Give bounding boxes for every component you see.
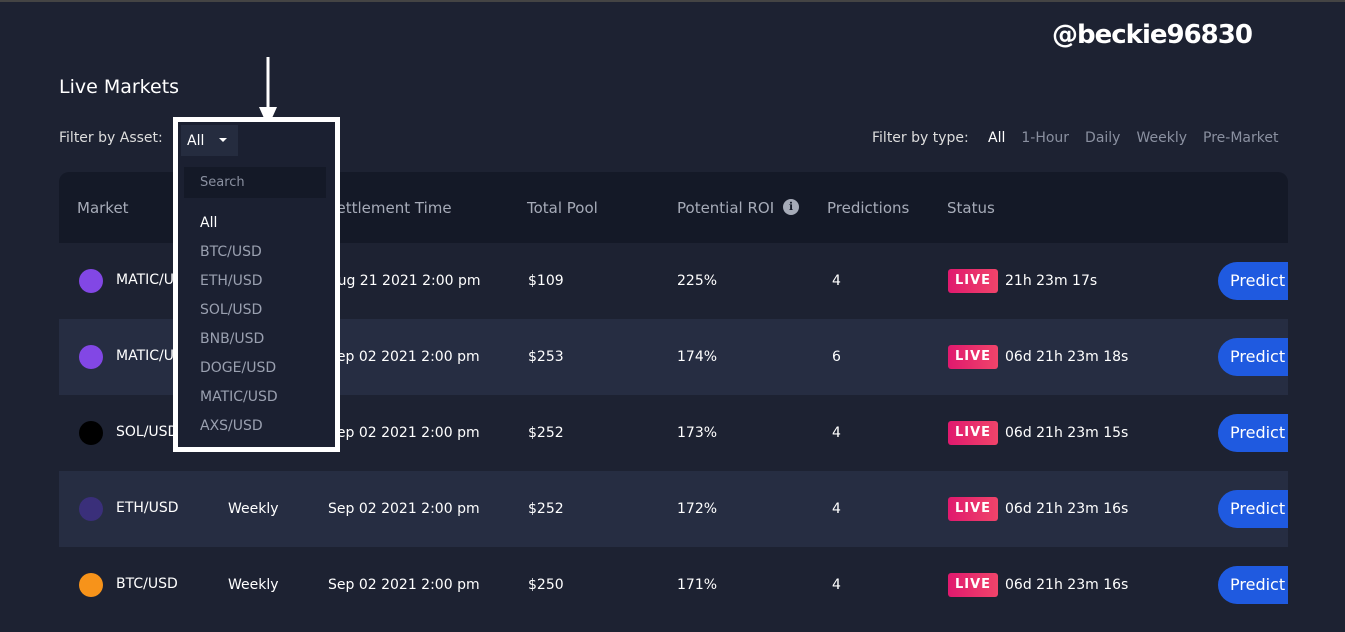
- total-pool: $252: [528, 501, 564, 517]
- settlement-time: Sep 02 2021 2:00 pm: [328, 501, 480, 517]
- asset-icon: [79, 497, 103, 521]
- column-header: Settlement Time: [327, 199, 452, 217]
- market-type: Weekly: [228, 577, 279, 593]
- predictions: 6: [832, 349, 841, 365]
- top-edge: [0, 0, 1345, 2]
- market-type: Weekly: [228, 501, 279, 517]
- caret: [219, 138, 227, 142]
- live-badge: LIVE: [948, 345, 998, 369]
- search-placeholder: Search: [200, 175, 245, 190]
- dropdown-option[interactable]: All: [200, 215, 218, 231]
- type-filter-label: Filter by type:: [872, 130, 969, 146]
- dropdown-option[interactable]: DOGE/USD: [200, 360, 277, 376]
- asset-icon: [79, 269, 103, 293]
- potential-roi: 225%: [677, 273, 718, 289]
- dropdown-toggle[interactable]: All: [181, 125, 238, 156]
- type-filter[interactable]: 1-Hour: [1021, 130, 1070, 146]
- countdown: 21h 23m 17s: [1005, 273, 1098, 289]
- type-filter[interactable]: All: [988, 130, 1006, 146]
- markets-table: Market Settlement Time Total Pool Potential…: [59, 172, 1288, 632]
- page-title: Live Markets: [59, 76, 180, 98]
- page: @beckie96830 Live Markets Filter by Asse…: [0, 0, 1345, 604]
- predict-button[interactable]: Predict: [1218, 338, 1288, 376]
- asset-filter-label: Filter by Asset:: [59, 130, 163, 146]
- column-header: Potential ROI: [677, 199, 775, 217]
- settlement-time: Sep 02 2021 2:00 pm: [328, 425, 480, 441]
- total-pool: $252: [528, 425, 564, 441]
- dropdown-option[interactable]: BNB/USD: [200, 331, 265, 347]
- dropdown-option[interactable]: MATIC/USD: [200, 389, 278, 405]
- dropdown-option[interactable]: BTC/USD: [200, 244, 262, 260]
- type-filter[interactable]: Pre-Market: [1203, 130, 1279, 146]
- asset-icon: [79, 421, 103, 445]
- live-badge: LIVE: [948, 269, 998, 293]
- predict-button[interactable]: Predict: [1218, 414, 1288, 452]
- predictions: 4: [832, 273, 841, 289]
- countdown: 06d 21h 23m 18s: [1005, 349, 1129, 365]
- market-name: SOL/USD: [116, 424, 179, 440]
- total-pool: $109: [528, 273, 564, 289]
- settlement-time: Sep 02 2021 2:00 pm: [328, 577, 480, 593]
- column-header: Market: [77, 199, 129, 217]
- total-pool: $253: [528, 349, 564, 365]
- settlement-time: Aug 21 2021 2:00 pm: [328, 273, 481, 289]
- predict-button[interactable]: Predict: [1218, 262, 1288, 300]
- table-row: ETH/USD Weekly Sep 02 2021 2:00 pm $252 172%…: [59, 471, 1288, 547]
- predictions: 4: [832, 425, 841, 441]
- market-name: ETH/USD: [116, 500, 179, 516]
- selected-asset: All: [187, 133, 205, 149]
- column-header: Status: [947, 199, 995, 217]
- predictions: 4: [832, 577, 841, 593]
- type-filters: All 1-Hour Daily Weekly Pre-Market: [988, 130, 1278, 146]
- asset-icon: [79, 573, 103, 597]
- type-filter[interactable]: Weekly: [1136, 130, 1188, 146]
- market-name: BTC/USD: [116, 576, 178, 592]
- predictions: 4: [832, 501, 841, 517]
- potential-roi: 172%: [677, 501, 718, 517]
- predict-button[interactable]: Predict: [1218, 566, 1288, 604]
- live-badge: LIVE: [948, 497, 998, 521]
- search-input[interactable]: Search: [184, 167, 326, 198]
- total-pool: $250: [528, 577, 564, 593]
- table-row: BTC/USD Weekly Sep 02 2021 2:00 pm $250 171%…: [59, 547, 1288, 623]
- column-header: Total Pool: [527, 199, 598, 217]
- countdown: 06d 21h 23m 16s: [1005, 501, 1129, 517]
- potential-roi: 171%: [677, 577, 718, 593]
- potential-roi: 174%: [677, 349, 718, 365]
- live-badge: LIVE: [948, 573, 998, 597]
- dropdown-option[interactable]: AXS/USD: [200, 418, 263, 434]
- info-icon: ℹ: [783, 199, 799, 215]
- predict-button[interactable]: Predict: [1218, 490, 1288, 528]
- asset-icon: [79, 345, 103, 369]
- potential-roi: 173%: [677, 425, 718, 441]
- live-badge: LIVE: [948, 421, 998, 445]
- type-filter[interactable]: Daily: [1085, 130, 1121, 146]
- asset-dropdown[interactable]: All Search All BTC/USD ETH/USD SOL/USD BNB/U…: [173, 117, 340, 452]
- settlement-time: Sep 02 2021 2:00 pm: [328, 349, 480, 365]
- dropdown-option[interactable]: ETH/USD: [200, 273, 263, 289]
- watermark: @beckie96830: [1052, 20, 1253, 50]
- column-header: Predictions: [827, 199, 910, 217]
- dropdown-option[interactable]: SOL/USD: [200, 302, 263, 318]
- countdown: 06d 21h 23m 15s: [1005, 425, 1129, 441]
- countdown: 06d 21h 23m 16s: [1005, 577, 1129, 593]
